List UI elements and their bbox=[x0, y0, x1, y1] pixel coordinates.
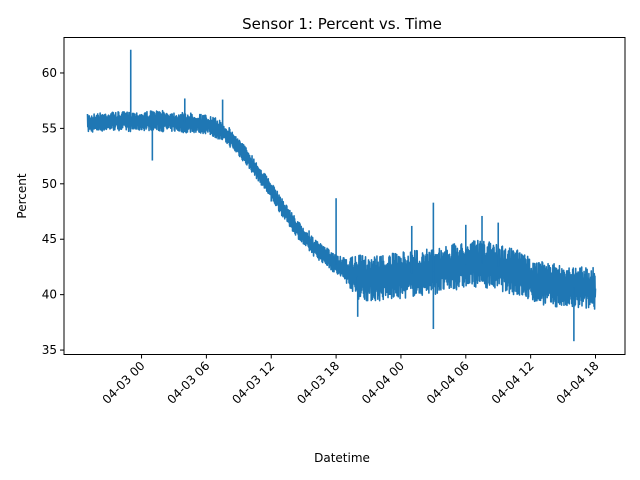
x-tick-label: 04-04 00 bbox=[359, 359, 407, 407]
y-axis: 35 40 45 50 55 60 bbox=[42, 66, 64, 357]
y-tick-label: 45 bbox=[42, 232, 57, 246]
y-tick-label: 40 bbox=[42, 288, 57, 302]
x-axis-label: Datetime bbox=[314, 451, 370, 465]
x-tick-label: 04-04 18 bbox=[554, 359, 602, 407]
x-tick-label: 04-03 00 bbox=[100, 359, 148, 407]
plot-area bbox=[86, 49, 597, 342]
y-tick-label: 55 bbox=[42, 121, 57, 135]
y-tick-label: 60 bbox=[42, 66, 57, 80]
x-tick-label: 04-03 06 bbox=[164, 359, 212, 407]
x-axis: 04-03 00 04-03 06 04-03 12 04-03 18 04-04 00… bbox=[100, 354, 602, 407]
series-line bbox=[86, 109, 597, 310]
y-axis-label: Percent bbox=[15, 173, 29, 218]
plot-frame bbox=[63, 37, 626, 355]
x-tick-label: 04-03 18 bbox=[294, 359, 342, 407]
x-tick-label: 04-03 12 bbox=[229, 359, 277, 407]
x-tick-label: 04-04 06 bbox=[424, 359, 472, 407]
chart-title: Sensor 1: Percent vs. Time bbox=[242, 15, 442, 33]
y-tick-label: 50 bbox=[42, 177, 57, 191]
y-tick-label: 35 bbox=[42, 343, 57, 357]
x-tick-label: 04-04 12 bbox=[489, 359, 537, 407]
